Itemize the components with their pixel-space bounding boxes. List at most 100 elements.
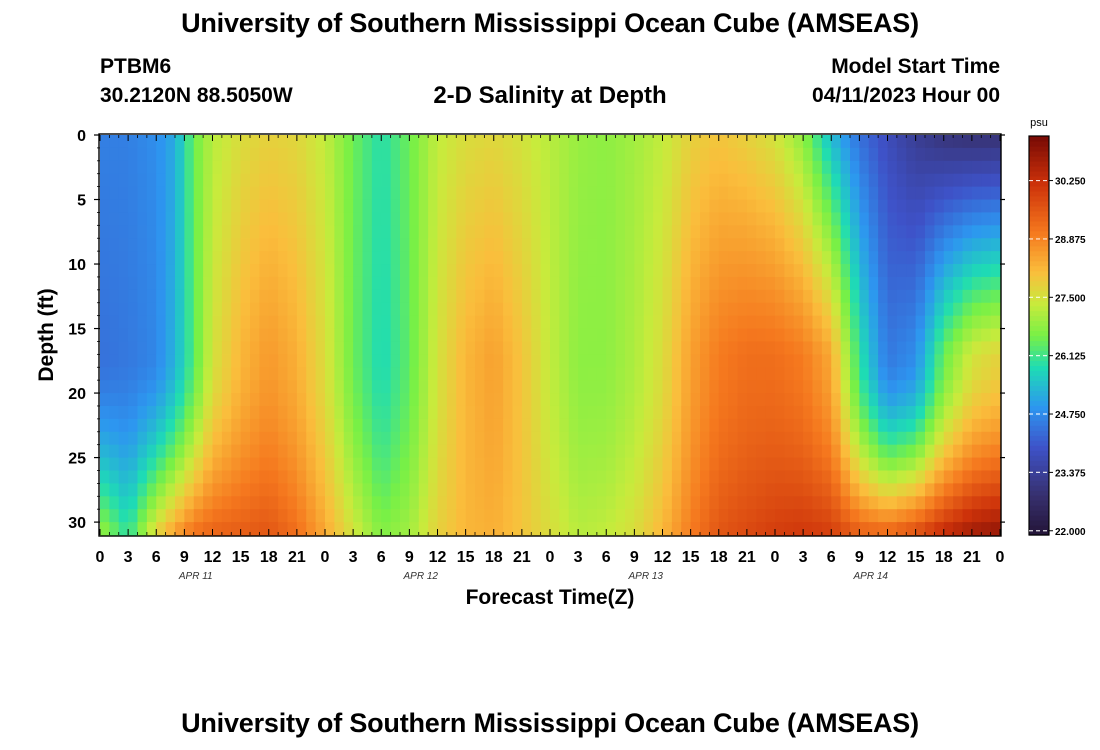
heat-cell: [212, 212, 223, 226]
heat-cell: [184, 522, 195, 536]
heat-cell: [821, 289, 832, 304]
heat-cell: [325, 328, 335, 343]
heat-cell: [803, 380, 814, 394]
heat-cell: [634, 328, 645, 343]
heat-cell: [934, 238, 945, 252]
heat-cell: [521, 328, 532, 343]
heat-cell: [128, 354, 139, 368]
heat-cell: [793, 225, 804, 239]
heat-cell: [428, 496, 439, 510]
heat-cell: [615, 238, 626, 252]
heat-cell: [428, 147, 439, 162]
heat-cell: [259, 522, 270, 536]
heat-cell: [193, 315, 204, 330]
heat-cell: [268, 457, 279, 472]
heat-cell: [193, 160, 204, 175]
heat-cell: [221, 199, 232, 214]
heat-cell: [981, 522, 992, 536]
heat-cell: [156, 496, 167, 510]
colorbar-segment: [1029, 285, 1049, 292]
heat-cell: [878, 483, 889, 497]
heat-cell: [325, 186, 335, 201]
heat-cell: [362, 367, 373, 381]
heat-cell: [746, 186, 757, 201]
heat-cell: [437, 302, 448, 317]
heat-cell: [578, 522, 589, 536]
x-tick-label: 0: [771, 549, 780, 566]
heat-cell: [268, 367, 279, 381]
heat-cell: [868, 380, 879, 394]
heat-cell: [428, 135, 439, 149]
heat-cell: [971, 418, 982, 433]
heat-cell: [634, 354, 645, 368]
heat-cell: [662, 341, 673, 355]
heat-cell: [428, 328, 439, 343]
heat-cell: [784, 380, 795, 394]
heat-cell: [437, 289, 448, 304]
heat-cell: [596, 289, 607, 304]
heat-cell: [137, 470, 148, 484]
heat-cell: [906, 289, 917, 304]
heat-cell: [531, 328, 542, 343]
heat-cell: [175, 135, 185, 149]
heat-cell: [943, 444, 954, 459]
heat-cell: [418, 160, 429, 175]
heat-cell: [503, 173, 514, 188]
heat-cell: [175, 418, 185, 433]
heat-cell: [925, 483, 935, 497]
heat-cell: [165, 367, 176, 381]
heat-cell: [606, 199, 617, 214]
heat-cell: [812, 380, 823, 394]
heat-cell: [250, 173, 260, 188]
heat-cell: [278, 276, 289, 291]
heat-cell: [446, 496, 457, 510]
heat-cell: [840, 238, 851, 252]
heat-cell: [784, 509, 795, 523]
heat-cell: [784, 367, 795, 381]
heat-cell: [521, 212, 532, 226]
heat-cell: [240, 509, 251, 523]
heat-cell: [700, 315, 710, 330]
colorbar-segment: [1029, 510, 1049, 516]
heat-cell: [737, 302, 748, 317]
heat-cell: [887, 135, 898, 149]
heat-cell: [371, 238, 382, 252]
heat-cell: [775, 160, 785, 175]
heat-cell: [662, 289, 673, 304]
heat-cell: [896, 380, 907, 394]
heat-cell: [615, 496, 626, 510]
heat-cell: [887, 160, 898, 175]
heat-cell: [625, 276, 635, 291]
heat-cell: [803, 147, 814, 162]
heat-cell: [887, 380, 898, 394]
heat-cell: [268, 405, 279, 420]
heat-cell: [550, 147, 560, 162]
heat-cell: [203, 496, 214, 510]
heat-cell: [446, 393, 457, 407]
heat-cell: [521, 264, 532, 278]
heat-cell: [146, 496, 157, 510]
heat-cell: [971, 470, 982, 484]
heat-cell: [625, 393, 635, 407]
heat-cell: [962, 341, 973, 355]
heat-cell: [756, 470, 767, 484]
heat-cell: [484, 199, 495, 214]
heat-cell: [690, 135, 701, 149]
heat-cell: [896, 289, 907, 304]
heat-cell: [709, 341, 720, 355]
heat-cell: [296, 522, 307, 536]
colorbar-segment: [1029, 420, 1049, 426]
salinity-heatmap: [100, 135, 1001, 536]
heat-cell: [700, 186, 710, 201]
colorbar-segment: [1029, 360, 1049, 367]
heat-cell: [362, 302, 373, 317]
heat-cell: [990, 444, 1001, 459]
heat-cell: [362, 160, 373, 175]
heat-cell: [896, 405, 907, 420]
heat-cell: [184, 147, 195, 162]
heat-cell: [446, 444, 457, 459]
heat-cell: [503, 251, 514, 265]
heat-cell: [906, 470, 917, 484]
heat-cell: [109, 457, 120, 472]
heat-cell: [531, 522, 542, 536]
